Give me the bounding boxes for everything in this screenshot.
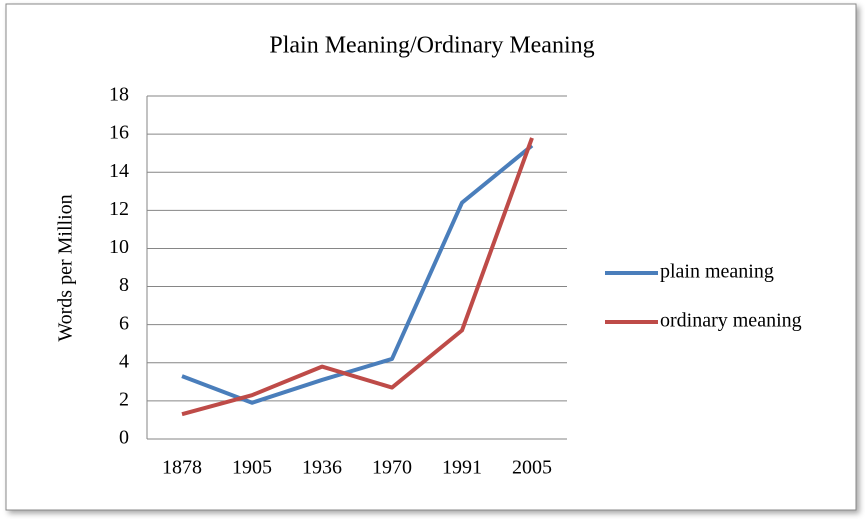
y-tick-label: 4: [119, 350, 129, 372]
x-tick-label: 1878: [162, 457, 202, 479]
y-axis-label: Words per Million: [55, 194, 77, 341]
y-tick-label: 2: [119, 388, 129, 410]
x-tick-label: 1936: [302, 457, 342, 479]
y-tick-label: 10: [109, 236, 129, 258]
y-tick-label: 6: [119, 312, 129, 334]
y-tick-label: 16: [109, 122, 129, 144]
legend-label: plain meaning: [660, 261, 774, 283]
chart-frame: [5, 3, 857, 511]
y-tick-label: 12: [109, 198, 129, 220]
x-tick-label: 1991: [442, 457, 482, 479]
y-tick-label: 18: [109, 84, 129, 106]
legend-label: ordinary meaning: [660, 310, 802, 332]
y-tick-label: 14: [109, 160, 129, 182]
y-tick-label: 0: [119, 427, 129, 449]
x-tick-label: 1905: [232, 457, 272, 479]
x-tick-label: 2005: [512, 457, 552, 479]
line-series: [181, 137, 534, 417]
y-tick-label: 8: [119, 274, 129, 296]
chart-title: Plain Meaning/Ordinary Meaning: [269, 33, 594, 59]
x-tick-label: 1970: [372, 457, 412, 479]
